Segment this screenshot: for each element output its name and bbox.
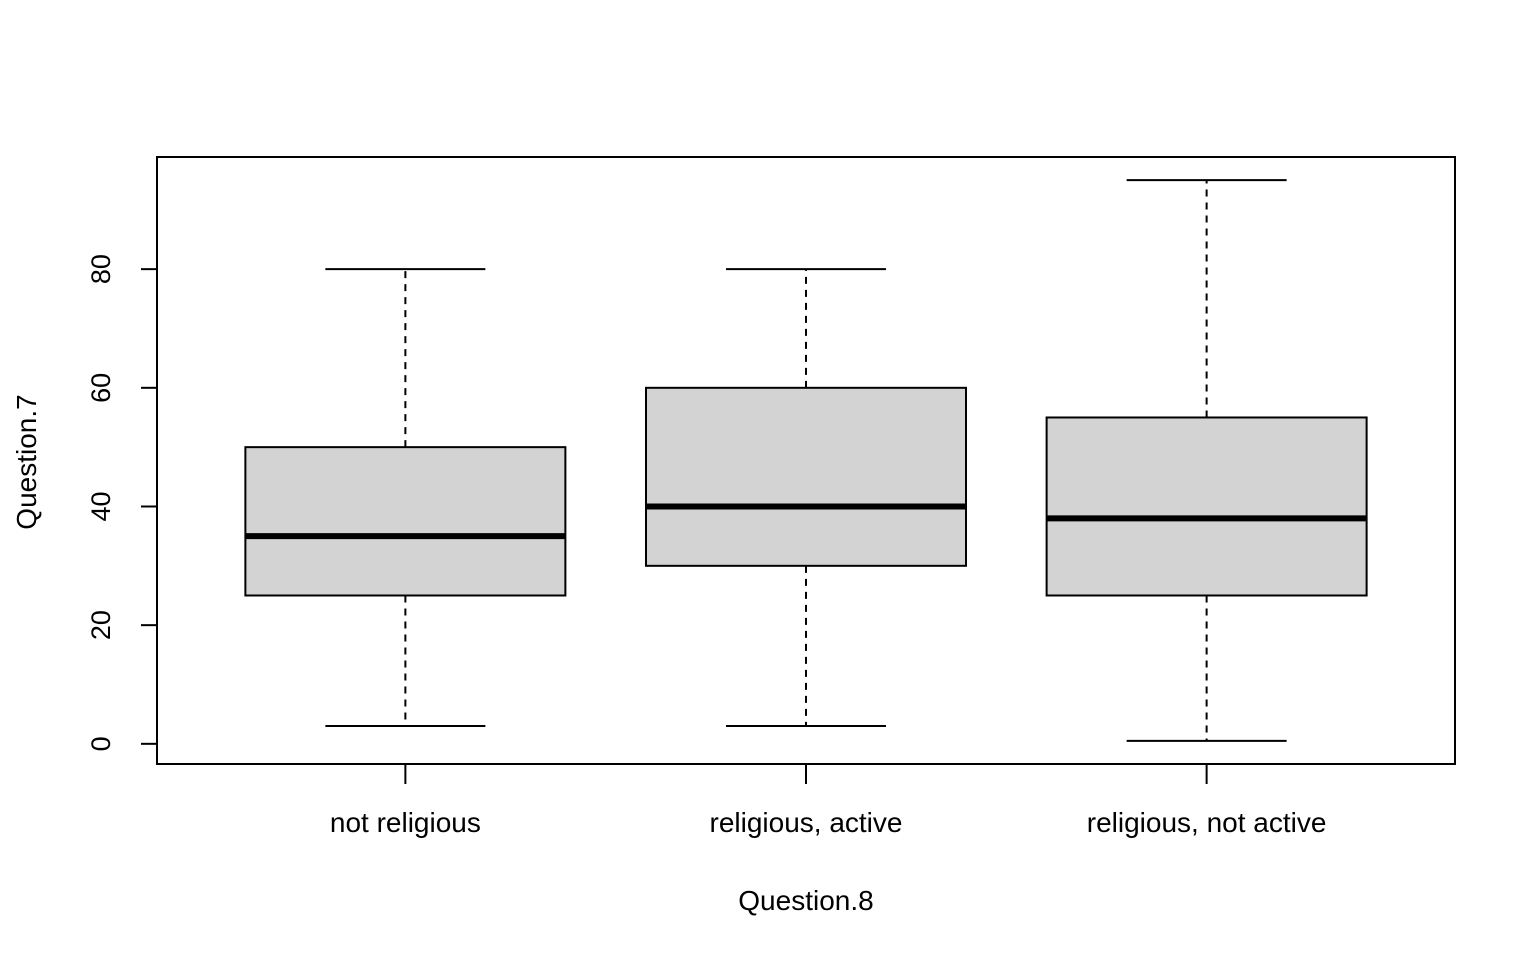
y-tick-label: 80 (86, 254, 116, 284)
box-group (645, 268, 967, 728)
plot-area (244, 179, 1368, 742)
y-tick-label: 40 (86, 491, 116, 521)
box-group (1045, 179, 1368, 742)
iqr-box (645, 386, 967, 567)
box-group (244, 268, 567, 728)
y-tick-label: 0 (86, 736, 116, 751)
x-tick-label: not religious (330, 807, 481, 838)
y-axis: 0 20 40 60 80 (86, 254, 157, 751)
x-axis: not religious religious, active religious,… (330, 764, 1327, 838)
y-tick-label: 60 (86, 373, 116, 403)
x-axis-label: Question.8 (738, 885, 873, 916)
y-tick-label: 20 (86, 610, 116, 640)
iqr-box (1045, 416, 1368, 597)
x-tick-label: religious, active (710, 807, 903, 838)
y-axis-label: Question.7 (11, 394, 42, 529)
x-tick-label: religious, not active (1087, 807, 1327, 838)
iqr-box (244, 446, 567, 597)
